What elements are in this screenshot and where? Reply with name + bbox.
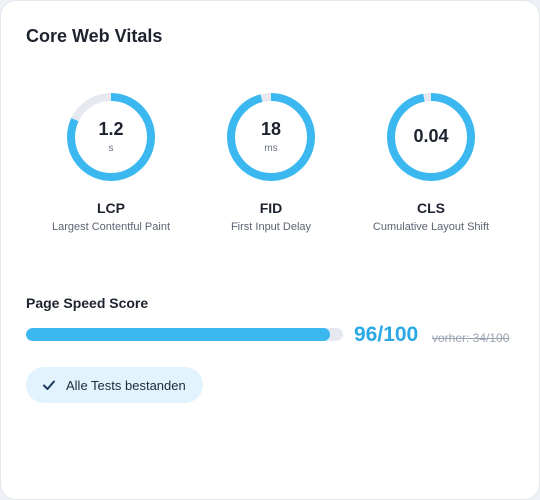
fid-ring: 18 ms — [225, 91, 317, 183]
fid-gauge: 18 ms FID First Input Delay — [201, 91, 341, 251]
page-speed-bar — [26, 328, 343, 341]
fid-abbr: FID — [259, 200, 283, 216]
fid-unit: ms — [264, 143, 278, 154]
fid-ring-chart — [227, 93, 315, 181]
cls-abbr: CLS — [417, 200, 445, 216]
cls-value: 0.04 — [413, 126, 449, 146]
page-speed-bar-fill — [26, 328, 331, 341]
tests-passed-badge[interactable]: Alle Tests bestanden — [26, 367, 203, 403]
card-title: Core Web Vitals — [26, 26, 163, 46]
cls-ring: 0.04 — [385, 91, 477, 183]
fid-name: First Input Delay — [230, 221, 312, 233]
cls-ring-chart — [387, 93, 475, 181]
page-speed-score: 96/100 — [354, 323, 419, 346]
previous-score: vorher: 34/100 — [432, 331, 510, 345]
lcp-ring: 1.2 s — [65, 91, 157, 183]
lcp-value: 1.2 — [98, 119, 124, 139]
lcp-gauge: 1.2 s LCP Largest Contentful Paint — [41, 91, 181, 251]
fid-value: 18 — [260, 119, 282, 139]
lcp-ring-chart — [67, 93, 155, 181]
page-speed-label: Page Speed Score — [26, 295, 149, 311]
lcp-unit: s — [108, 143, 114, 154]
cls-gauge: 0.04 CLS Cumulative Layout Shift — [361, 91, 501, 251]
tests-passed-label: Alle Tests bestanden — [66, 377, 186, 393]
cls-name: Cumulative Layout Shift — [372, 221, 490, 233]
lcp-name: Largest Contentful Paint — [51, 221, 171, 233]
check-icon — [42, 378, 56, 392]
lcp-abbr: LCP — [97, 200, 125, 216]
